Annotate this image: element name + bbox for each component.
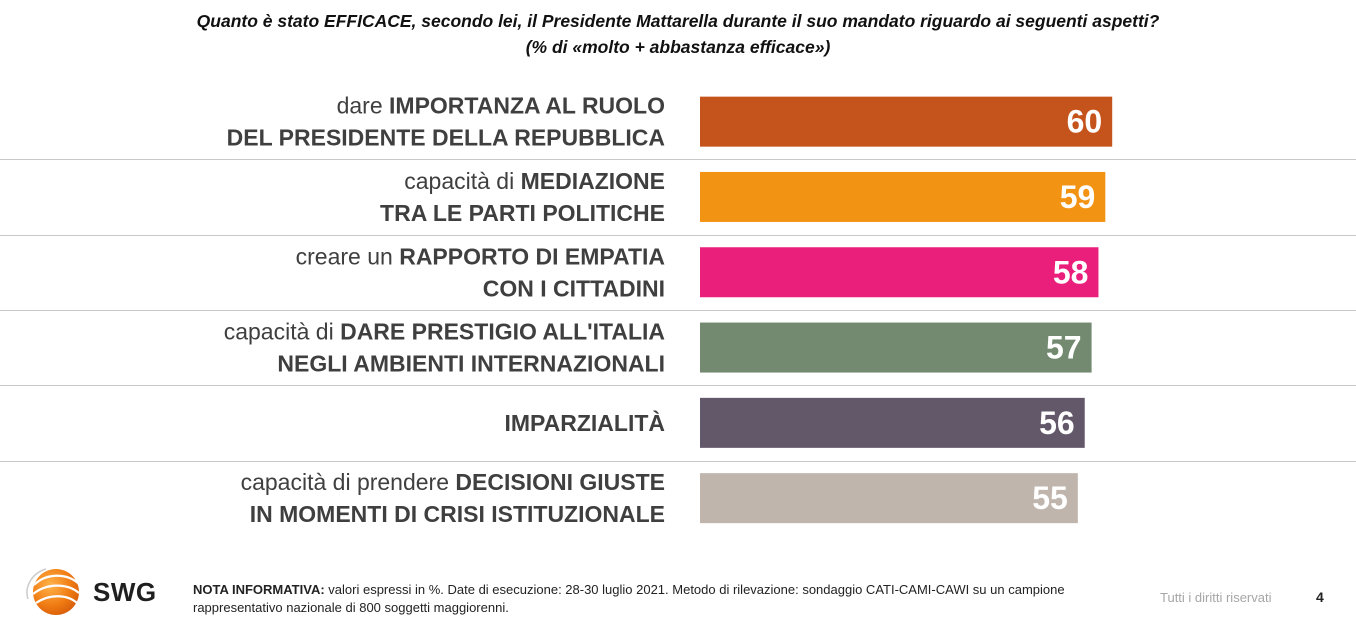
bar-5 [700,397,1085,448]
bar-3 [700,247,1099,298]
bar-value-label-3: 58 [1053,254,1089,290]
page-number: 4 [1316,589,1324,605]
bar-value-label-5: 56 [1039,405,1075,441]
category-label-3-line-1: creare un RAPPORTO DI EMPATIA [296,243,665,269]
bar-2 [700,171,1106,222]
category-label-1-line-1: dare IMPORTANZA AL RUOLO [337,93,665,119]
bar-value-label-6: 55 [1032,480,1068,516]
footer-note-text: valori espressi in %. Date di esecuzione… [193,582,1065,615]
logo-text: SWG [93,577,157,607]
footer-note-label: NOTA INFORMATIVA: [193,582,325,597]
category-label-2-line-1: capacità di MEDIAZIONE [404,168,665,194]
category-label-2-line-2: TRA LE PARTI POLITICHE [380,200,665,226]
bar-6 [700,473,1078,524]
chart-title-line1: Quanto è stato EFFICACE, secondo lei, il… [196,11,1160,31]
category-label-6-line-2: IN MOMENTI DI CRISI ISTITUZIONALE [250,501,665,527]
category-label-1-line-2: DEL PRESIDENTE DELLA REPUBBLICA [227,125,665,151]
bar-4 [700,322,1092,373]
category-label-3-line-2: CON I CITTADINI [483,275,665,301]
bar-1 [700,96,1113,147]
category-label-4-line-1: capacità di DARE PRESTIGIO ALL'ITALIA [224,319,665,345]
category-label-5-line-1: IMPARZIALITÀ [504,409,665,436]
chart-title: Quanto è stato EFFICACE, secondo lei, il… [0,8,1356,60]
category-label-6-line-1: capacità di prendere DECISIONI GIUSTE [241,469,665,495]
rights-text: Tutti i diritti riservati [1160,590,1272,605]
footer-note: NOTA INFORMATIVA: valori espressi in %. … [193,581,1073,617]
chart-subtitle: (% di «molto + abbastanza efficace») [525,37,831,57]
bar-value-label-2: 59 [1060,179,1096,215]
category-label-4-line-2: NEGLI AMBIENTI INTERNAZIONALI [277,351,665,377]
bar-value-label-1: 60 [1067,104,1103,140]
bar-chart: 60 dare IMPORTANZA AL RUOLO DEL PRESIDENTE… [0,93,1356,527]
swg-logo-icon [26,568,80,615]
bar-value-label-4: 57 [1046,330,1082,366]
